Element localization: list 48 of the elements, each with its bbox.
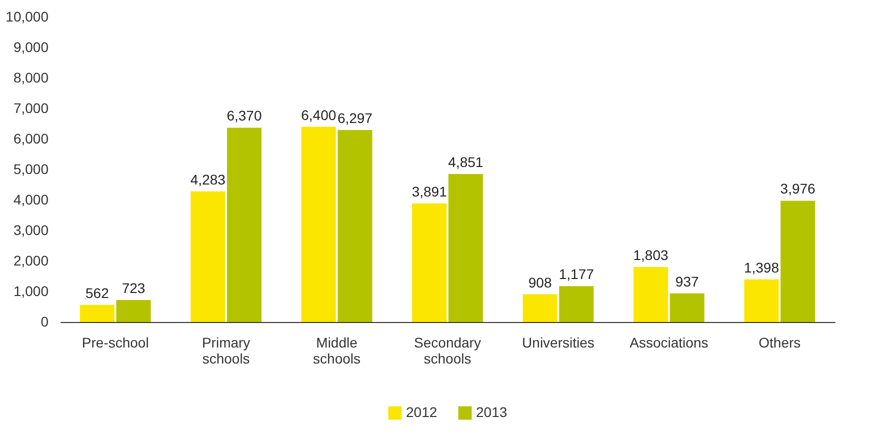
y-tick-label: 0 [40, 314, 49, 330]
bar [780, 200, 816, 322]
bar [338, 130, 372, 322]
bar [412, 203, 447, 322]
x-tick-label: Primary schools [202, 334, 250, 366]
legend-label: 2013 [476, 404, 508, 420]
x-tick-label: Universities [522, 334, 594, 350]
bar [301, 126, 336, 322]
data-label: 6,370 [226, 108, 262, 124]
data-label: 1,177 [558, 266, 594, 282]
y-tick-label: 4,000 [13, 192, 49, 208]
y-tick-label: 7,000 [13, 100, 49, 116]
y-tick-label: 8,000 [13, 70, 49, 86]
y-tick-label: 1,000 [13, 283, 49, 299]
x-tick-label: Others [758, 334, 801, 350]
y-tick-label: 9,000 [13, 39, 49, 55]
data-label: 562 [86, 284, 110, 301]
y-tick-label: 5,000 [13, 161, 49, 177]
x-tick-label: Associations [630, 334, 708, 350]
y-tick-label: 3,000 [13, 222, 49, 238]
data-label: 1,803 [633, 247, 668, 264]
bar [80, 304, 114, 322]
data-label: 6,400 [301, 106, 336, 123]
x-tick-label: Middle schools [313, 334, 361, 366]
data-label: 3,891 [412, 183, 448, 200]
bar [559, 286, 594, 322]
x-tick-label: Secondary schools [414, 334, 481, 366]
bar [190, 191, 226, 322]
y-tick-label: 10,000 [6, 8, 49, 24]
y-tick-label: 2,000 [13, 252, 49, 268]
bar [522, 294, 558, 322]
x-tick-label: Pre-school [82, 334, 149, 350]
bar [634, 267, 668, 322]
data-label: 3,976 [780, 180, 816, 197]
data-label: 908 [528, 274, 552, 290]
data-label: 723 [122, 280, 146, 296]
bar [116, 300, 151, 322]
bar [448, 174, 483, 322]
data-label: 4,851 [448, 154, 484, 170]
bar [670, 293, 704, 322]
data-label: 937 [675, 273, 699, 290]
data-label: 4,283 [190, 171, 226, 188]
data-label: 6,297 [337, 110, 373, 126]
data-label: 1,398 [744, 259, 780, 276]
y-tick-label: 6,000 [13, 130, 49, 146]
legend-label: 2012 [406, 404, 438, 420]
bar [744, 279, 779, 322]
bar [226, 128, 262, 322]
